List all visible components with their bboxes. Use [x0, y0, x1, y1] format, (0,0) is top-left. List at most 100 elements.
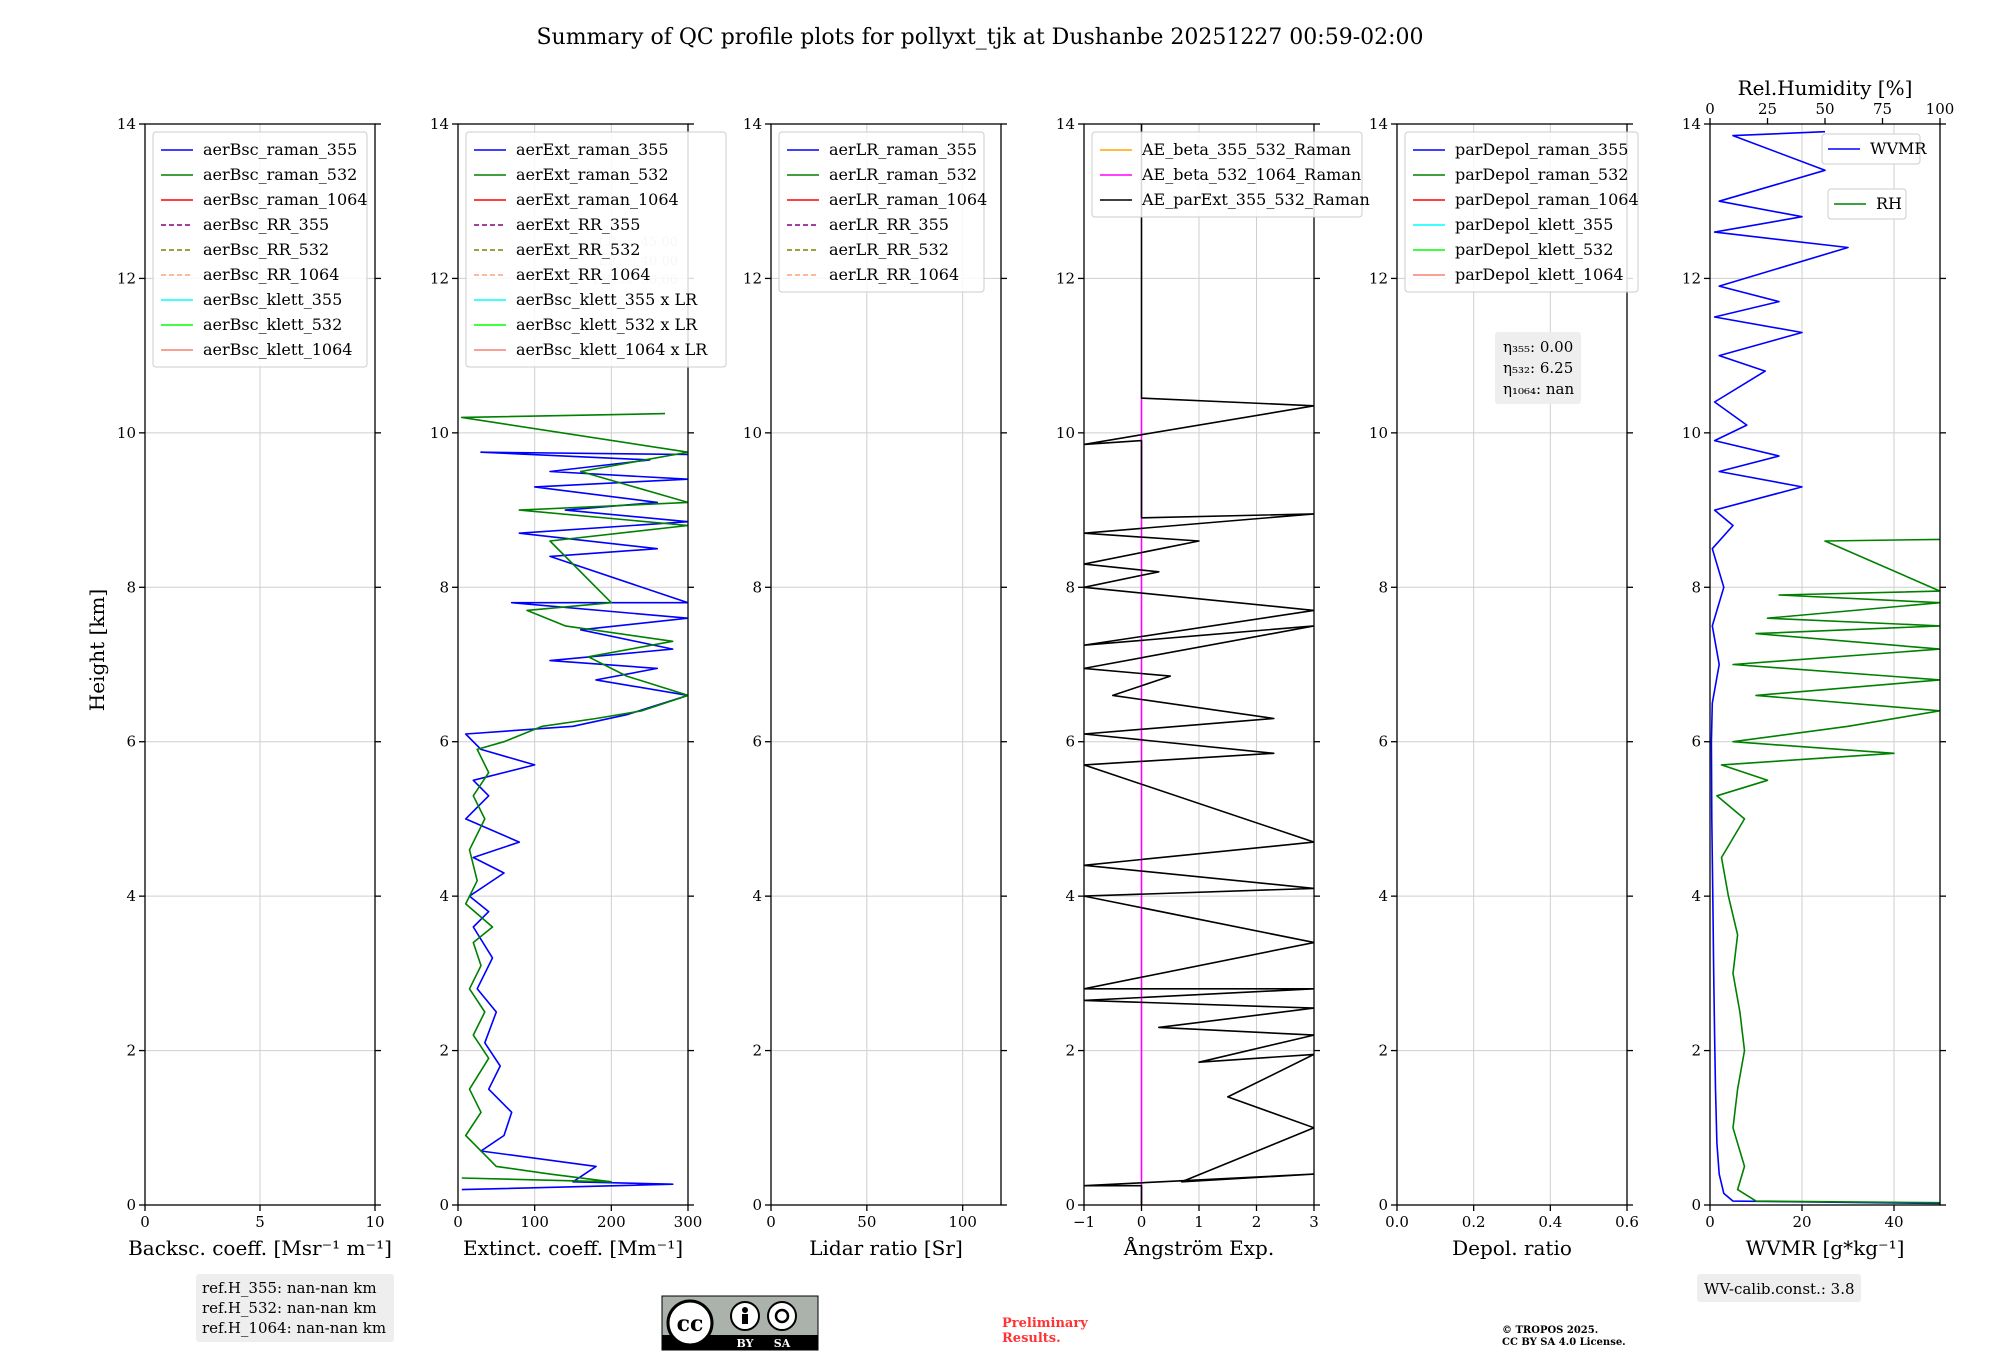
legend-item[interactable]: aerLR_RR_355: [787, 215, 949, 234]
x-axis-label: Extinct. coeff. [Mm⁻¹]: [463, 1236, 683, 1260]
y-tick-label: 8: [1065, 578, 1075, 596]
series-group: [1710, 130, 1940, 1205]
x-axis-label: Depol. ratio: [1452, 1236, 1572, 1260]
eta-value: η₃₅₅: 0.00: [1503, 338, 1573, 356]
legend: AE_beta_355_532_Raman AE_beta_532_1064_Ra…: [1091, 131, 1370, 218]
legend-label: aerBsc_raman_532: [203, 165, 357, 184]
legend-item[interactable]: aerExt_raman_1064: [474, 190, 679, 209]
legend-item[interactable]: aerExt_raman_355: [474, 140, 669, 159]
axes-frame: [770, 123, 1002, 1206]
y-tick-label: 2: [126, 1042, 136, 1060]
axes-frame: [1709, 123, 1941, 1206]
legend-frame: [1821, 133, 1921, 165]
x-tick-label: 40: [1884, 1213, 1903, 1231]
legend-item[interactable]: parDepol_klett_355: [1413, 215, 1613, 234]
legend-item[interactable]: aerExt_RR_532: [474, 240, 640, 259]
x-tick-label: 3: [1309, 1213, 1319, 1231]
cc-license-badge[interactable]: cc BY SA: [661, 1295, 819, 1351]
legend-item[interactable]: aerBsc_klett_1064 x LR: [474, 340, 708, 359]
legend-item[interactable]: AE_beta_355_532_Raman: [1100, 140, 1351, 159]
legend-item[interactable]: AE_parExt_355_532_Raman: [1100, 190, 1370, 209]
legend-item[interactable]: parDepol_klett_1064: [1413, 265, 1624, 284]
top-x-tick-label: 25: [1758, 100, 1777, 118]
preliminary-line-1: Preliminary: [1002, 1316, 1088, 1331]
x-axis-label: Lidar ratio [Sr]: [809, 1236, 963, 1260]
series-line-aerExt_raman_532: [460, 412, 688, 1183]
y-tick-label: 2: [1378, 1042, 1388, 1060]
y-tick-label: 14: [430, 115, 449, 133]
legend-item[interactable]: parDepol_raman_1064: [1413, 190, 1639, 209]
y-tick-label: 10: [1369, 424, 1388, 442]
y-tick-label: 10: [117, 424, 136, 442]
legend-item[interactable]: aerExt_RR_1064: [474, 265, 651, 284]
y-tick-label: 14: [1056, 115, 1075, 133]
legend-label: parDepol_klett_355: [1455, 215, 1613, 234]
y-tick-label: 4: [1065, 887, 1075, 905]
legend-label: aerLR_RR_532: [829, 240, 949, 259]
sa-share-icon: [767, 1301, 797, 1331]
legend-item[interactable]: AE_beta_532_1064_Raman: [1100, 165, 1361, 184]
legend-label: aerLR_RR_355: [829, 215, 949, 234]
legend-item[interactable]: aerBsc_klett_355: [161, 290, 342, 309]
legend-item[interactable]: aerBsc_raman_1064: [161, 190, 368, 209]
x-tick-label: 0: [1705, 1213, 1715, 1231]
x-tick-label: 0: [1137, 1213, 1147, 1231]
legend-frame: [778, 131, 985, 293]
series-line-AE_parExt_355_532_Raman: [1084, 124, 1314, 1205]
y-tick-label: 0: [126, 1196, 136, 1214]
legend-label: parDepol_klett_1064: [1455, 265, 1624, 284]
top-x-tick-label: 75: [1873, 100, 1892, 118]
legend-item[interactable]: aerBsc_RR_532: [161, 240, 329, 259]
ref-height-355: ref.H_355: nan-nan km: [202, 1279, 377, 1297]
legend-item[interactable]: parDepol_klett_532: [1413, 240, 1613, 259]
legend-label: parDepol_raman_532: [1455, 165, 1628, 184]
y-tick-label: 2: [1691, 1042, 1701, 1060]
legend-item[interactable]: aerLR_raman_1064: [787, 190, 987, 209]
x-tick-label: 200: [597, 1213, 626, 1231]
y-tick-label: 12: [1682, 269, 1701, 287]
legend-WVMR[interactable]: WVMR: [1821, 133, 1927, 165]
panel-depolarization: 0 2 4 6 8 10 12 14 0.0 0.2 0.4 0.6 Depol. ratio η₃₅₅:…: [1369, 115, 1639, 1260]
legend-item[interactable]: aerLR_raman_532: [787, 165, 977, 184]
preliminary-line-2: Results.: [1002, 1331, 1061, 1346]
x-tick-label: 20: [1792, 1213, 1811, 1231]
axes-frame: [457, 123, 689, 1206]
copyright-line-1: © TROPOS 2025.: [1502, 1325, 1598, 1336]
legend-label: aerBsc_RR_355: [203, 215, 329, 234]
y-tick-label: 8: [439, 578, 449, 596]
x-tick-label: −1: [1073, 1213, 1095, 1231]
top-x-tick-label: 100: [1926, 100, 1955, 118]
legend-item[interactable]: aerBsc_RR_355: [161, 215, 329, 234]
legend-frame: [1091, 131, 1363, 218]
legend: parDepol_raman_355 parDepol_raman_532 parD…: [1404, 131, 1639, 293]
legend-item[interactable]: aerLR_RR_1064: [787, 265, 959, 284]
legend-item[interactable]: aerBsc_klett_532: [161, 315, 342, 334]
legend-item[interactable]: aerLR_RR_532: [787, 240, 949, 259]
wv-calib-box: WV-calib.const.: 3.8: [1697, 1274, 1861, 1302]
legend-label: AE_parExt_355_532_Raman: [1141, 190, 1370, 209]
legend-item[interactable]: aerBsc_raman_532: [161, 165, 357, 184]
y-tick-label: 2: [1065, 1042, 1075, 1060]
y-tick-label: 10: [743, 424, 762, 442]
y-tick-label: 6: [126, 733, 136, 751]
legend-item[interactable]: aerBsc_klett_532 x LR: [474, 315, 698, 334]
legend-item[interactable]: parDepol_raman_355: [1413, 140, 1628, 159]
legend-label: aerExt_raman_355: [516, 140, 669, 159]
y-tick-label: 0: [752, 1196, 762, 1214]
y-tick-label: 12: [1056, 269, 1075, 287]
legend-RH[interactable]: RH: [1827, 188, 1907, 220]
legend-item[interactable]: aerExt_RR_355: [474, 215, 640, 234]
x-tick-label: 0.2: [1462, 1213, 1486, 1231]
legend-item[interactable]: aerBsc_RR_1064: [161, 265, 339, 284]
legend-item[interactable]: aerExt_raman_532: [474, 165, 669, 184]
legend-item[interactable]: aerBsc_klett_355 x LR: [474, 290, 698, 309]
y-tick-label: 0: [1691, 1196, 1701, 1214]
legend-item[interactable]: aerLR_raman_355: [787, 140, 977, 159]
legend-item[interactable]: aerBsc_raman_355: [161, 140, 357, 159]
x-tick-label: 0.6: [1615, 1213, 1639, 1231]
top-x-tick-label: 0: [1705, 100, 1715, 118]
legend-item[interactable]: parDepol_raman_532: [1413, 165, 1628, 184]
copyright-line-2: CC BY SA 4.0 License.: [1502, 1337, 1626, 1348]
legend-item[interactable]: aerBsc_klett_1064: [161, 340, 352, 359]
x-tick-label: 0: [453, 1213, 463, 1231]
